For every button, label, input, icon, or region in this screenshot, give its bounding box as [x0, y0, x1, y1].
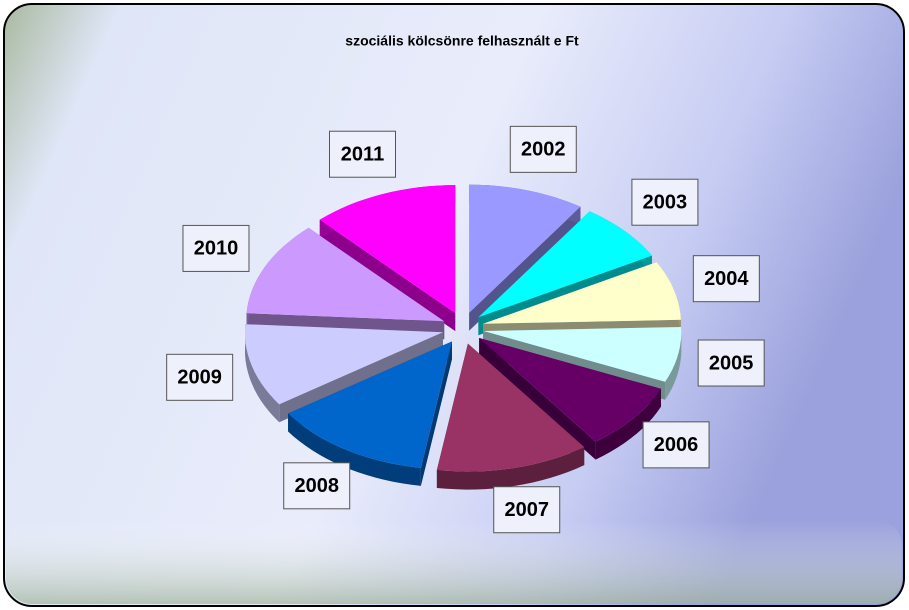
chart-background-shade	[6, 520, 902, 604]
data-label: 2006	[654, 434, 699, 456]
data-label: 2005	[709, 352, 754, 374]
slice	[469, 184, 581, 313]
data-label-box	[493, 486, 561, 534]
data-label: 2004	[704, 268, 749, 290]
data-label: 2010	[194, 238, 239, 260]
data-label-box	[509, 125, 577, 173]
data-label: 2003	[643, 191, 688, 213]
data-label: 2011	[341, 144, 384, 166]
slice-wall	[665, 327, 682, 400]
data-label-box	[642, 421, 710, 469]
chart-title: szociális kölcsönre felhasznált e Ft	[345, 33, 579, 49]
slice	[288, 341, 452, 468]
slice	[319, 185, 456, 314]
slice-side	[319, 219, 456, 332]
slice	[246, 227, 445, 322]
pie: 2002 2003 2004 2005 2006 2007 2008 2009 2010 2011	[166, 125, 765, 534]
slice	[483, 327, 682, 382]
slice-side	[479, 338, 596, 460]
data-label: 2009	[177, 367, 222, 389]
slice	[245, 324, 443, 405]
slice	[478, 211, 652, 318]
slice	[483, 262, 681, 324]
slice-wall	[245, 324, 280, 423]
data-label-box	[166, 353, 234, 401]
data-label: 2007	[504, 499, 549, 521]
slice-wall	[288, 413, 421, 486]
data-label-box	[329, 130, 397, 178]
data-label-box	[283, 462, 351, 510]
slice-side	[420, 341, 452, 486]
data-label-box	[692, 255, 760, 303]
data-label-box	[697, 339, 765, 387]
slice	[479, 338, 661, 442]
data-label: 2008	[294, 475, 339, 497]
data-label-box	[631, 178, 699, 226]
slice	[436, 343, 585, 472]
slice-wall	[436, 447, 585, 490]
data-label-box	[182, 224, 250, 272]
data-label: 2002	[521, 139, 566, 161]
slice-wall	[595, 388, 661, 460]
